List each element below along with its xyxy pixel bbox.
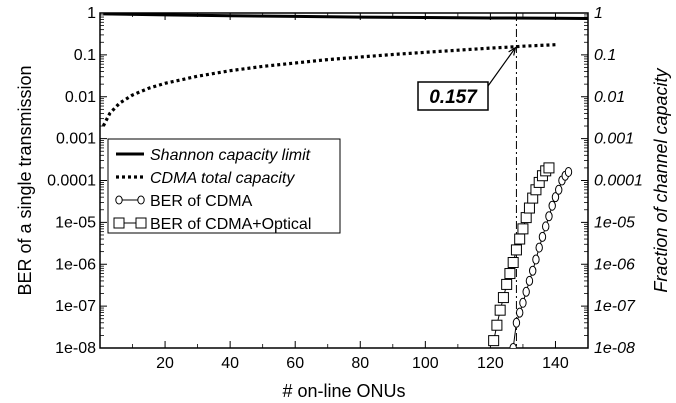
series-line-ber-of-cdma bbox=[512, 171, 569, 348]
data-point-square bbox=[501, 278, 513, 290]
y2-axis-label: Fraction of channel capacity bbox=[651, 67, 671, 292]
y-tick-label: 0.001 bbox=[56, 131, 96, 148]
x-axis-label: # on-line ONUs bbox=[282, 381, 405, 401]
legend-marker-square bbox=[113, 217, 125, 229]
data-point-square bbox=[523, 202, 535, 214]
legend-marker-circle bbox=[115, 195, 123, 205]
data-point-square bbox=[517, 223, 529, 235]
data-point-square bbox=[514, 233, 526, 245]
y2-tick-label: 1e-06 bbox=[594, 256, 635, 273]
y2-tick-label: 1e-08 bbox=[594, 340, 635, 357]
y2-tick-label: 1e-07 bbox=[594, 298, 636, 315]
y-tick-label: 0.0001 bbox=[47, 173, 96, 190]
x-tick-label: 120 bbox=[477, 355, 504, 372]
data-point-circle bbox=[551, 192, 560, 203]
x-tick-label: 60 bbox=[286, 355, 304, 372]
data-point-square bbox=[504, 268, 516, 280]
data-point-circle bbox=[542, 221, 550, 232]
data-point-square bbox=[488, 335, 500, 347]
data-point-square bbox=[520, 212, 532, 224]
data-point-circle bbox=[522, 286, 530, 297]
y2-tick-label: 1 bbox=[594, 5, 603, 22]
x-tick-label: 80 bbox=[351, 355, 369, 372]
data-point-circle bbox=[512, 317, 521, 328]
legend-label: CDMA total capacity bbox=[150, 170, 295, 187]
data-point-square bbox=[543, 162, 555, 174]
data-point-circle bbox=[535, 242, 543, 253]
y2-tick-label: 0.1 bbox=[594, 47, 616, 64]
data-point-circle bbox=[519, 297, 527, 308]
legend-label: BER of CDMA bbox=[150, 193, 253, 210]
legend-marker-square bbox=[135, 217, 147, 229]
data-point-circle bbox=[532, 254, 540, 265]
data-point-square bbox=[507, 257, 519, 269]
legend-label: Shannon capacity limit bbox=[150, 147, 311, 164]
x-tick-label: 100 bbox=[412, 355, 439, 372]
data-point-circle bbox=[515, 307, 524, 318]
annotation-arrow bbox=[487, 47, 516, 87]
data-point-circle bbox=[548, 200, 556, 211]
y-tick-label: 1e-08 bbox=[55, 340, 96, 357]
y-tick-label: 0.1 bbox=[74, 47, 96, 64]
y2-tick-label: 0.001 bbox=[594, 131, 634, 148]
y-axis-label: BER of a single transmission bbox=[15, 65, 35, 295]
y-tick-label: 0.01 bbox=[65, 89, 96, 106]
x-tick-label: 20 bbox=[156, 355, 174, 372]
data-point-circle bbox=[555, 184, 563, 195]
annotation-box bbox=[417, 81, 489, 111]
annotation-label: 0.157 bbox=[429, 87, 478, 108]
legend-marker-circle bbox=[137, 195, 145, 205]
series-line-shannon-capacity-limit bbox=[103, 13, 588, 20]
y-tick-label: 1e-06 bbox=[55, 256, 96, 273]
legend-box bbox=[107, 138, 341, 234]
series-line-cdma-total-capacity bbox=[101, 43, 556, 127]
x-tick-label: 40 bbox=[221, 355, 239, 372]
data-point-circle bbox=[509, 343, 517, 348]
y-tick-label: 1e-07 bbox=[55, 298, 96, 315]
y2-tick-label: 0.01 bbox=[594, 89, 625, 106]
y-tick-label: 1e-05 bbox=[55, 214, 96, 231]
data-point-circle bbox=[538, 231, 547, 242]
plot-data-group bbox=[101, 13, 588, 348]
data-point-circle bbox=[545, 211, 553, 222]
y-tick-label: 1 bbox=[87, 5, 96, 22]
data-point-square bbox=[494, 304, 506, 316]
data-point-circle bbox=[525, 275, 534, 286]
data-point-circle bbox=[564, 166, 573, 177]
data-point-square bbox=[497, 292, 509, 304]
y2-tick-label: 1e-05 bbox=[594, 214, 635, 231]
data-point-circle bbox=[528, 265, 537, 276]
legend-label: BER of CDMA+Optical bbox=[150, 216, 311, 233]
x-tick-label: 140 bbox=[542, 355, 569, 372]
data-point-square bbox=[491, 319, 503, 331]
annotation-arrowhead bbox=[508, 46, 517, 56]
y2-tick-label: 0.0001 bbox=[594, 173, 643, 190]
data-point-square bbox=[510, 244, 522, 256]
